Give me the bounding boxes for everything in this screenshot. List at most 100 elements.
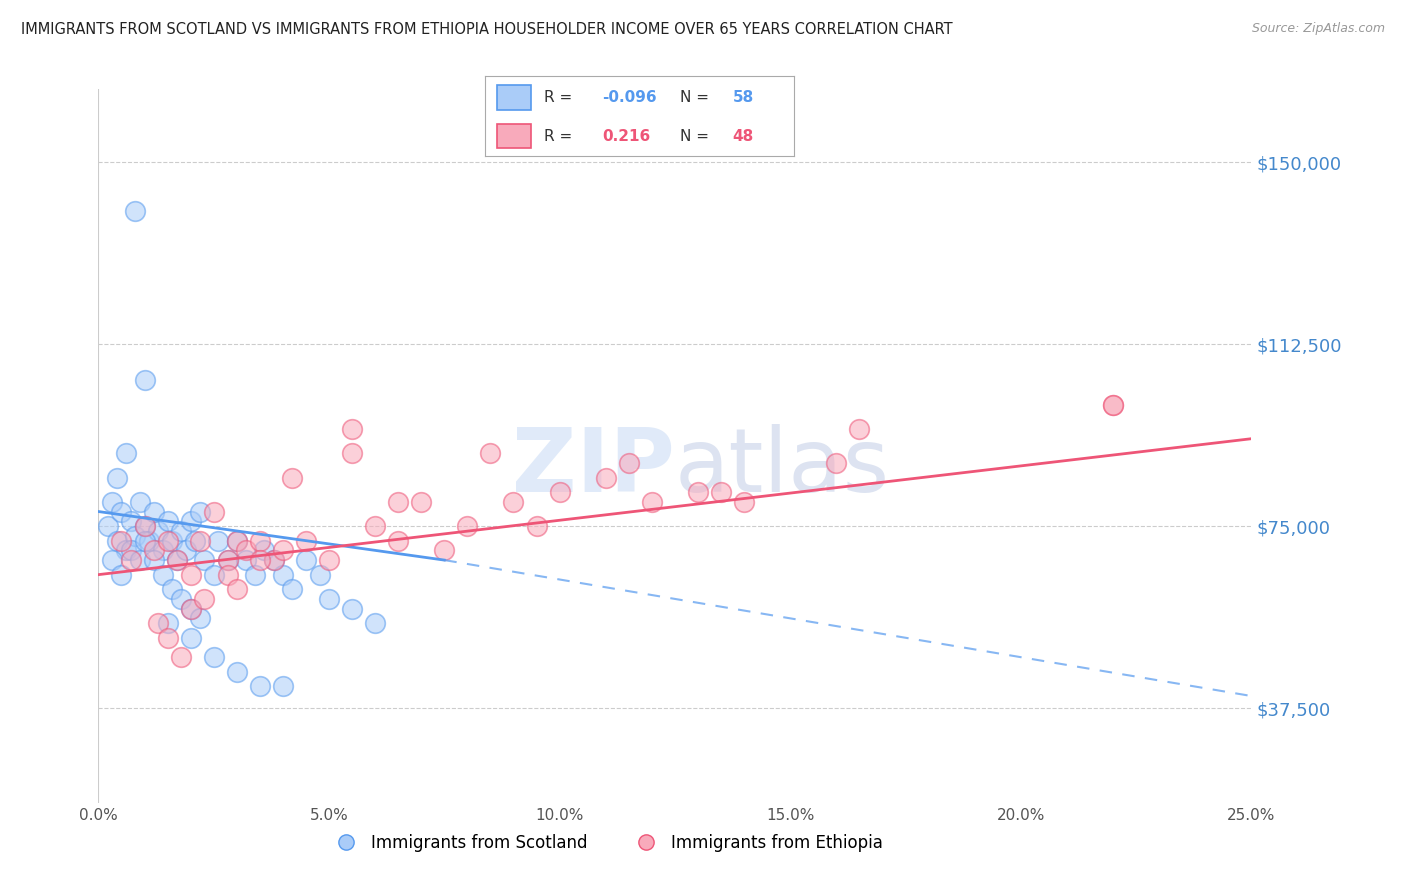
Point (217, 553, 239, 567)
Point (202, 650, 225, 665)
Point (180, 567, 202, 582)
Text: atlas: atlas (675, 424, 890, 511)
Text: 48: 48 (733, 128, 754, 144)
Point (110, 567, 132, 582)
Point (166, 553, 188, 567)
Point (617, 456, 640, 470)
Point (170, 650, 193, 665)
Point (180, 601, 202, 615)
Point (134, 519, 156, 533)
Point (225, 533, 247, 548)
FancyBboxPatch shape (498, 124, 531, 148)
Point (160, 582, 183, 597)
Point (152, 543, 174, 558)
Point (156, 533, 179, 548)
Point (308, 567, 330, 582)
Point (295, 553, 318, 567)
Point (271, 679, 294, 693)
Point (364, 616, 387, 631)
Point (193, 553, 215, 567)
Point (124, 203, 146, 218)
Point (142, 504, 165, 518)
Point (225, 533, 247, 548)
Point (202, 504, 225, 518)
Point (249, 679, 271, 693)
Point (156, 631, 179, 645)
Point (1102, 398, 1125, 412)
Point (281, 470, 304, 484)
Point (217, 567, 239, 582)
Point (271, 543, 294, 558)
Point (166, 553, 188, 567)
Point (188, 533, 211, 548)
Point (188, 611, 211, 625)
Point (134, 374, 156, 388)
Point (120, 553, 142, 567)
Point (502, 495, 524, 509)
Point (548, 485, 571, 500)
Point (134, 533, 156, 548)
Point (115, 446, 138, 460)
Text: N =: N = (681, 90, 709, 105)
Point (253, 543, 276, 558)
Point (526, 519, 548, 533)
Point (245, 567, 267, 582)
Point (180, 601, 202, 615)
Text: Source: ZipAtlas.com: Source: ZipAtlas.com (1251, 22, 1385, 36)
Text: R =: R = (544, 90, 572, 105)
Point (595, 470, 617, 484)
Point (641, 495, 664, 509)
Point (318, 553, 340, 567)
Point (295, 533, 318, 548)
Point (235, 543, 257, 558)
Text: 0.216: 0.216 (603, 128, 651, 144)
Point (142, 553, 165, 567)
Point (848, 422, 870, 436)
Point (120, 514, 142, 528)
Point (188, 504, 211, 518)
Point (1102, 398, 1125, 412)
Point (152, 567, 174, 582)
Point (364, 519, 387, 533)
Point (97, 519, 120, 533)
Point (249, 553, 271, 567)
Point (170, 524, 193, 538)
Point (105, 533, 128, 548)
Text: ZIP: ZIP (512, 424, 675, 511)
Point (281, 582, 304, 597)
Point (225, 665, 247, 679)
Point (433, 543, 456, 558)
Point (115, 543, 138, 558)
Point (148, 616, 170, 631)
Point (318, 591, 340, 606)
Point (105, 470, 128, 484)
Point (160, 533, 183, 548)
Point (249, 533, 271, 548)
Point (129, 553, 152, 567)
Point (202, 567, 225, 582)
Legend: Immigrants from Scotland, Immigrants from Ethiopia: Immigrants from Scotland, Immigrants fro… (322, 828, 889, 859)
Point (101, 553, 124, 567)
Point (456, 519, 478, 533)
Point (263, 553, 285, 567)
Point (142, 543, 165, 558)
Point (340, 422, 363, 436)
Point (129, 495, 152, 509)
Point (387, 495, 409, 509)
Point (207, 533, 229, 548)
Point (225, 582, 247, 597)
Point (170, 591, 193, 606)
Point (180, 631, 202, 645)
Point (411, 495, 433, 509)
Point (825, 456, 848, 470)
Point (479, 446, 502, 460)
Point (263, 553, 285, 567)
Text: -0.096: -0.096 (603, 90, 657, 105)
Text: IMMIGRANTS FROM SCOTLAND VS IMMIGRANTS FROM ETHIOPIA HOUSEHOLDER INCOME OVER 65 : IMMIGRANTS FROM SCOTLAND VS IMMIGRANTS F… (21, 22, 953, 37)
FancyBboxPatch shape (498, 86, 531, 110)
Point (101, 495, 124, 509)
Text: 58: 58 (733, 90, 754, 105)
Point (686, 485, 709, 500)
Point (710, 485, 733, 500)
Text: N =: N = (681, 128, 709, 144)
